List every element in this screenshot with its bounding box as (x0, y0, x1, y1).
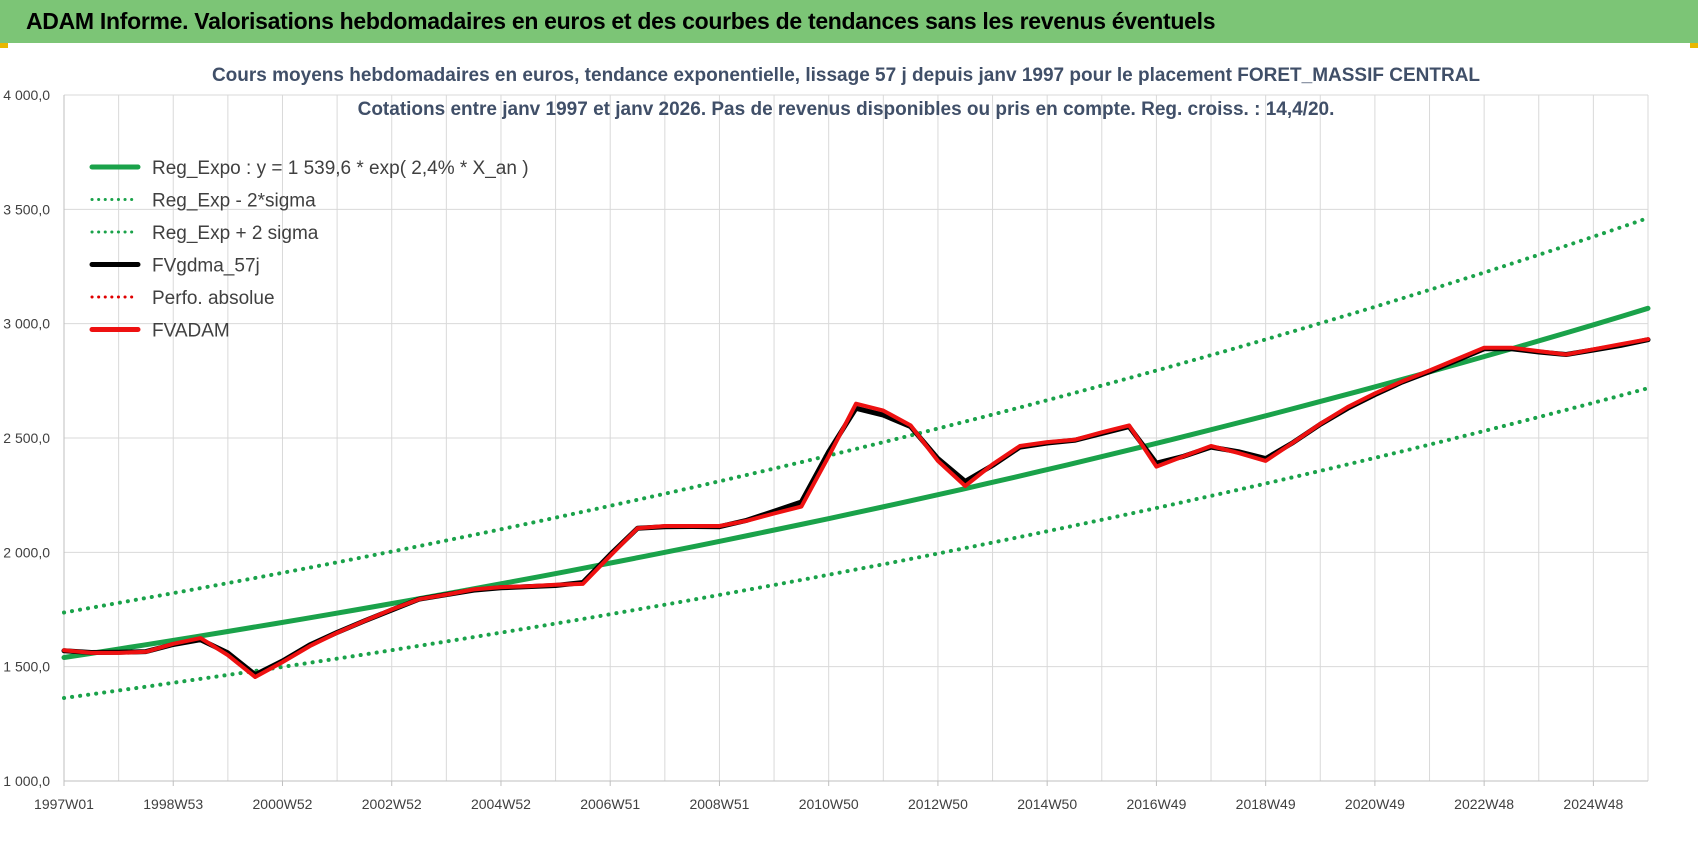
chart-background (0, 43, 1698, 848)
x-tick-label: 2010W50 (799, 796, 859, 812)
x-tick-label: 2018W49 (1236, 796, 1296, 812)
x-tick-label: 1997W01 (34, 796, 94, 812)
y-tick-label: 3 500,0 (3, 201, 50, 217)
chart-subtitle: Cotations entre janv 1997 et janv 2026. … (358, 99, 1335, 120)
legend-label: Reg_Exp - 2*sigma (152, 191, 316, 212)
x-tick-label: 1998W53 (143, 796, 203, 812)
chart-svg: Cours moyens hebdomadaires en euros, ten… (0, 43, 1698, 848)
y-tick-label: 1 500,0 (3, 659, 50, 675)
legend-item: Reg_Exp + 2 sigma (90, 223, 319, 244)
series-reg-exp-minus-2sigma (62, 386, 1650, 700)
chart-frame: Cours moyens hebdomadaires en euros, ten… (0, 43, 1698, 848)
legend-item: Perfo. absolue (90, 288, 275, 309)
legend-label: Perfo. absolue (152, 288, 275, 309)
grid-layer (63, 94, 1649, 782)
frame-corner-marker (0, 43, 8, 48)
legend-label: Reg_Expo : y = 1 539,6 * exp( 2,4% * X_a… (152, 158, 529, 179)
x-tick-label: 2004W52 (471, 796, 531, 812)
x-tick-label: 2014W50 (1017, 796, 1077, 812)
x-tick-label: 2024W48 (1563, 796, 1623, 812)
x-tick-label: 2008W51 (689, 796, 749, 812)
report-title: ADAM Informe. Valorisations hebdomadaire… (26, 8, 1216, 34)
report-banner: ADAM Informe. Valorisations hebdomadaire… (0, 0, 1698, 43)
y-tick-label: 3 000,0 (3, 316, 50, 332)
legend-label: FVgdma_57j (152, 256, 260, 277)
legend-item: Reg_Exp - 2*sigma (90, 191, 316, 212)
legend-item: Reg_Expo : y = 1 539,6 * exp( 2,4% * X_a… (89, 158, 529, 179)
x-tick-label: 2020W49 (1345, 796, 1405, 812)
series-layer (61, 216, 1651, 700)
y-tick-label: 1 000,0 (3, 773, 50, 789)
y-tick-label: 2 500,0 (3, 430, 50, 446)
axis-layer: 1 000,0 1 500,0 2 000,0 2 500,0 3 000,0 3 500… (3, 87, 1648, 812)
x-tick-label: 2012W50 (908, 796, 968, 812)
legend-label: FVADAM (152, 321, 230, 342)
frame-corner-marker (1690, 43, 1698, 48)
y-tick-label: 2 000,0 (3, 544, 50, 560)
y-tick-label: 4 000,0 (3, 87, 50, 103)
legend: Reg_Expo : y = 1 539,6 * exp( 2,4% * X_a… (89, 158, 529, 342)
x-tick-label: 2000W52 (253, 796, 313, 812)
x-tick-label: 2006W51 (580, 796, 640, 812)
x-tick-label: 2016W49 (1126, 796, 1186, 812)
legend-item: FVgdma_57j (89, 256, 260, 277)
legend-label: Reg_Exp + 2 sigma (152, 223, 319, 244)
x-tick-label: 2002W52 (362, 796, 422, 812)
series-reg-expo (61, 305, 1651, 660)
legend-item: FVADAM (89, 321, 230, 342)
chart-title: Cours moyens hebdomadaires en euros, ten… (212, 65, 1480, 86)
series-reg-exp-plus-2sigma (62, 216, 1650, 615)
x-tick-label: 2022W48 (1454, 796, 1514, 812)
series-fvadam (62, 337, 1650, 679)
